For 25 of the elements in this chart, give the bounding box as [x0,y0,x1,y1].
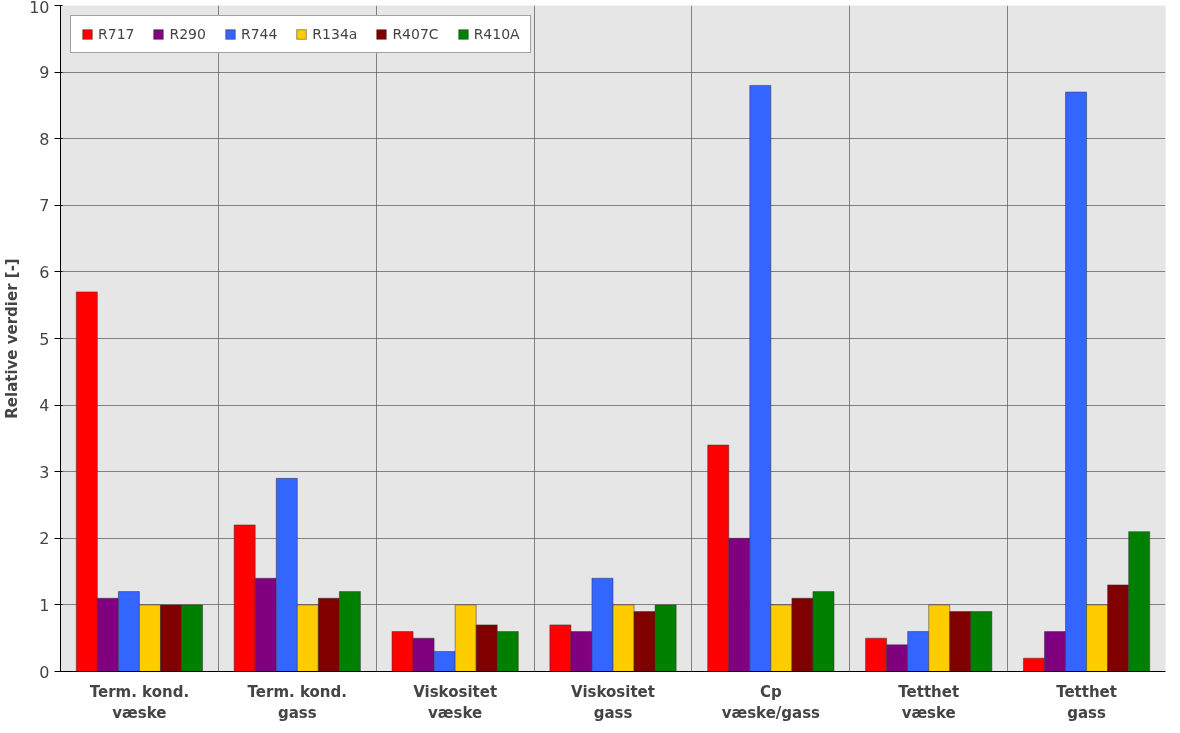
legend-label: R407C [392,26,439,42]
legend-label: R134a [312,26,358,42]
y-tick-label: 5 [39,329,50,349]
x-tick-label: Tetthet væske [898,682,960,723]
y-tick-label: 0 [39,662,50,682]
legend-label: R717 [98,26,135,42]
y-tick-label: 7 [39,196,50,216]
y-tick-label: 10 [29,0,50,17]
y-axis-title: Relative verdier [-] [3,258,22,419]
y-tick-label: 8 [39,129,50,149]
legend-label: R290 [169,26,206,42]
y-tick-label: 6 [39,262,50,282]
x-tick-label: Cp væske/gass [721,682,821,723]
x-tick-label: Tetthet gass [1056,682,1117,723]
x-tick-label: Term. kond. gass [247,682,347,723]
legend-label: R410A [473,26,520,42]
y-tick-label: 9 [39,63,50,83]
x-tick-label: Term. kond. væske [89,682,190,723]
x-tick-label: Viskositet væske [413,682,498,723]
y-tick-label: 1 [39,595,50,615]
y-tick-label: 2 [39,529,50,549]
y-tick-label: 4 [39,396,50,416]
legend-label: R744 [240,26,278,42]
y-tick-label: 3 [39,462,50,482]
x-tick-label: Viskositet gass [571,682,655,723]
